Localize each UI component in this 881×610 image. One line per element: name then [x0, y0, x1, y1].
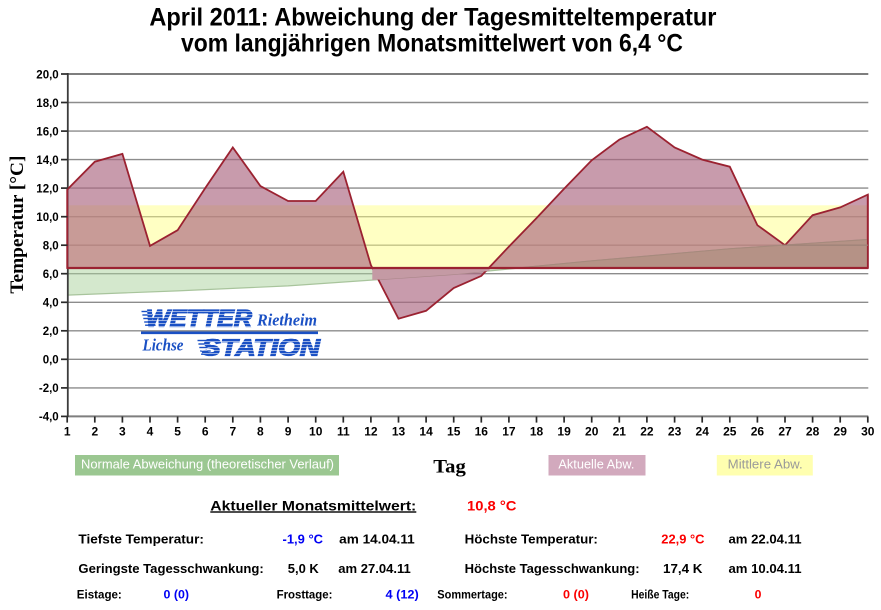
svg-text:10: 10 — [309, 424, 323, 438]
svg-text:12: 12 — [364, 424, 378, 438]
svg-text:Eistage:: Eistage: — [77, 587, 122, 601]
svg-text:30: 30 — [861, 424, 875, 438]
svg-text:15: 15 — [447, 424, 461, 438]
svg-text:29: 29 — [834, 424, 848, 438]
svg-text:0 (0): 0 (0) — [164, 587, 190, 601]
svg-text:25: 25 — [723, 424, 737, 438]
svg-text:Sommertage:: Sommertage: — [437, 587, 507, 601]
svg-text:-2,0: -2,0 — [39, 383, 59, 395]
svg-text:0,0: 0,0 — [43, 355, 59, 367]
svg-text:Temperatur [°C]: Temperatur [°C] — [8, 156, 28, 294]
svg-text:4,0: 4,0 — [43, 298, 59, 310]
svg-text:17,4 K: 17,4 K — [663, 561, 703, 576]
svg-text:23: 23 — [668, 424, 682, 438]
svg-text:16: 16 — [475, 424, 489, 438]
svg-text:am 14.04.11: am 14.04.11 — [339, 532, 415, 547]
svg-text:17: 17 — [502, 424, 516, 438]
svg-text:-1,9 °C: -1,9 °C — [283, 532, 324, 547]
svg-text:Normale Abweichung (theoretisc: Normale Abweichung (theoretischer Verlau… — [81, 458, 334, 472]
svg-text:0 (0): 0 (0) — [563, 587, 589, 601]
svg-text:am 22.04.11: am 22.04.11 — [729, 532, 802, 547]
svg-text:5,0 K: 5,0 K — [288, 561, 320, 576]
svg-text:19: 19 — [557, 424, 571, 438]
svg-text:1: 1 — [64, 424, 71, 438]
svg-text:5: 5 — [174, 424, 181, 438]
svg-text:am 27.04.11: am 27.04.11 — [338, 561, 411, 576]
svg-text:27: 27 — [778, 424, 792, 438]
svg-text:vom langjährigen Monatsmittelw: vom langjährigen Monatsmittelwert von 6,… — [181, 30, 683, 58]
svg-text:Heiße Tage:: Heiße Tage: — [631, 587, 689, 601]
svg-text:WETTER: WETTER — [146, 306, 252, 333]
svg-text:4 (12): 4 (12) — [386, 587, 419, 601]
svg-text:12,0: 12,0 — [36, 183, 58, 195]
svg-text:April 2011: Abweichung der Tag: April 2011: Abweichung der Tagesmittelte… — [149, 4, 716, 32]
svg-text:20: 20 — [585, 424, 599, 438]
svg-text:13: 13 — [392, 424, 406, 438]
svg-text:Frosttage:: Frosttage: — [277, 587, 333, 601]
svg-text:am 10.04.11: am 10.04.11 — [729, 561, 802, 576]
svg-text:Lichse: Lichse — [142, 336, 184, 355]
svg-text:2,0: 2,0 — [43, 326, 59, 338]
svg-text:10,8 °C: 10,8 °C — [467, 497, 517, 513]
svg-text:8,0: 8,0 — [43, 241, 59, 253]
svg-text:6,0: 6,0 — [43, 269, 59, 281]
svg-text:22,9 °C: 22,9 °C — [661, 532, 705, 547]
svg-text:20,0: 20,0 — [36, 69, 58, 81]
svg-text:STATION: STATION — [202, 335, 321, 362]
svg-text:Mittlere Abw.: Mittlere Abw. — [728, 458, 803, 472]
svg-text:10,0: 10,0 — [36, 212, 58, 224]
svg-text:-4,0: -4,0 — [39, 412, 59, 424]
svg-text:Tag: Tag — [433, 458, 466, 478]
svg-text:Geringste Tagesschwankung:: Geringste Tagesschwankung: — [78, 561, 263, 576]
svg-text:18,0: 18,0 — [36, 98, 58, 110]
svg-text:2: 2 — [91, 424, 98, 438]
svg-text:9: 9 — [285, 424, 292, 438]
svg-text:28: 28 — [806, 424, 820, 438]
svg-text:24: 24 — [696, 424, 710, 438]
svg-text:6: 6 — [202, 424, 209, 438]
svg-text:Aktuelle Abw.: Aktuelle Abw. — [558, 458, 634, 472]
svg-text:0: 0 — [755, 587, 762, 601]
svg-text:7: 7 — [229, 424, 236, 438]
svg-text:18: 18 — [530, 424, 544, 438]
svg-text:22: 22 — [640, 424, 654, 438]
svg-text:8: 8 — [257, 424, 264, 438]
svg-text:14,0: 14,0 — [36, 155, 58, 167]
svg-text:11: 11 — [337, 424, 350, 438]
svg-text:3: 3 — [119, 424, 126, 438]
svg-text:26: 26 — [751, 424, 765, 438]
svg-text:Rietheim: Rietheim — [256, 311, 317, 330]
svg-text:16,0: 16,0 — [36, 126, 58, 138]
svg-text:Höchste Tagesschwankung:: Höchste Tagesschwankung: — [465, 561, 640, 576]
svg-text:21: 21 — [613, 424, 627, 438]
svg-text:Höchste Temperatur:: Höchste Temperatur: — [465, 532, 598, 547]
svg-text:Tiefste Temperatur:: Tiefste Temperatur: — [78, 532, 203, 547]
svg-text:4: 4 — [147, 424, 154, 438]
svg-text:14: 14 — [419, 424, 433, 438]
svg-text:Aktueller Monatsmittelwert:: Aktueller Monatsmittelwert: — [210, 497, 416, 513]
